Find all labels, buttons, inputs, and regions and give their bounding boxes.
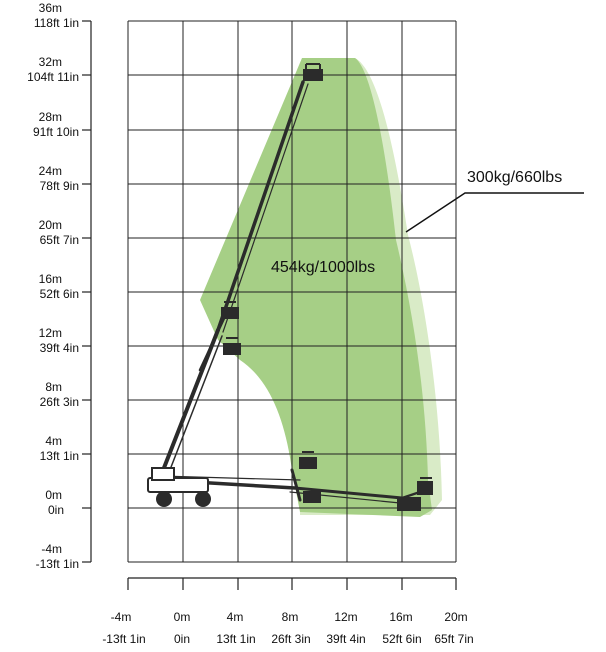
y-tick-20-ft: 65ft 7in bbox=[40, 233, 79, 247]
x-tick-20-ft: 65ft 7in bbox=[434, 632, 473, 646]
y-tick-16-m: 16m bbox=[39, 272, 62, 286]
y-tick-8-m: 8m bbox=[45, 380, 62, 394]
y-tick-28-m: 28m bbox=[39, 110, 62, 124]
x-tick-neg4-ft: -13ft 1in bbox=[102, 632, 145, 646]
y-tick-12-m: 12m bbox=[39, 326, 62, 340]
y-tick-16-ft: 52ft 6in bbox=[40, 287, 79, 301]
y-tick-32-m: 32m bbox=[39, 55, 62, 69]
x-tick-12-ft: 39ft 4in bbox=[326, 632, 365, 646]
x-tick-4-ft: 13ft 1in bbox=[216, 632, 255, 646]
y-tick-0-m: 0m bbox=[45, 488, 62, 502]
platform-low-right bbox=[397, 477, 433, 511]
y-tick-0-ft: 0in bbox=[48, 503, 64, 517]
platform-top bbox=[303, 63, 323, 81]
y-tick-12-ft: 39ft 4in bbox=[40, 341, 79, 355]
front-wheel bbox=[156, 491, 172, 507]
inner-zone-capacity-label: 454kg/1000lbs bbox=[271, 259, 375, 276]
x-tick-8-m: 8m bbox=[282, 610, 299, 624]
x-tick-neg4-m: -4m bbox=[111, 610, 132, 624]
platform-low-center bbox=[299, 451, 321, 503]
x-tick-8-ft: 26ft 3in bbox=[271, 632, 310, 646]
y-tick-36-ft: 118ft 1in bbox=[34, 16, 79, 30]
x-tick-0-m: 0m bbox=[174, 610, 191, 624]
x-tick-labels: -4m -13ft 1in 0m 0in 4m 13ft 1in 8m 26ft… bbox=[102, 610, 473, 646]
platform-mid-lower bbox=[223, 337, 241, 355]
y-tick-4-ft: 13ft 1in bbox=[40, 449, 79, 463]
machine-platforms bbox=[221, 63, 433, 511]
outer-zone-capacity-label: 300kg/660lbs bbox=[467, 169, 562, 186]
y-tick-4-m: 4m bbox=[45, 434, 62, 448]
y-tick-32-ft: 104ft 11in bbox=[27, 70, 79, 84]
y-tick-neg4-ft: -13ft 1in bbox=[36, 557, 79, 571]
y-tick-neg4-m: -4m bbox=[41, 542, 62, 556]
x-axis bbox=[127, 577, 457, 590]
inner-capacity-zone bbox=[200, 58, 432, 517]
y-tick-20-m: 20m bbox=[39, 218, 62, 232]
y-tick-24-ft: 78ft 9in bbox=[40, 179, 79, 193]
y-axis bbox=[82, 20, 92, 563]
y-tick-28-ft: 91ft 10in bbox=[33, 125, 79, 139]
x-tick-20-m: 20m bbox=[444, 610, 467, 624]
outer-zone-leader-line bbox=[405, 192, 584, 233]
x-tick-4-m: 4m bbox=[227, 610, 244, 624]
rear-wheel bbox=[195, 491, 211, 507]
platform-mid-upper bbox=[221, 301, 239, 319]
y-tick-24-m: 24m bbox=[39, 164, 62, 178]
machine-chassis bbox=[147, 467, 211, 507]
x-tick-0-ft: 0in bbox=[174, 632, 190, 646]
y-tick-labels: 36m 118ft 1in 32m 104ft 11in 28m 91ft 10… bbox=[27, 1, 79, 571]
y-tick-8-ft: 26ft 3in bbox=[40, 395, 79, 409]
y-tick-36-m: 36m bbox=[39, 1, 62, 15]
x-tick-12-m: 12m bbox=[334, 610, 357, 624]
x-tick-16-ft: 52ft 6in bbox=[382, 632, 421, 646]
x-tick-16-m: 16m bbox=[389, 610, 412, 624]
